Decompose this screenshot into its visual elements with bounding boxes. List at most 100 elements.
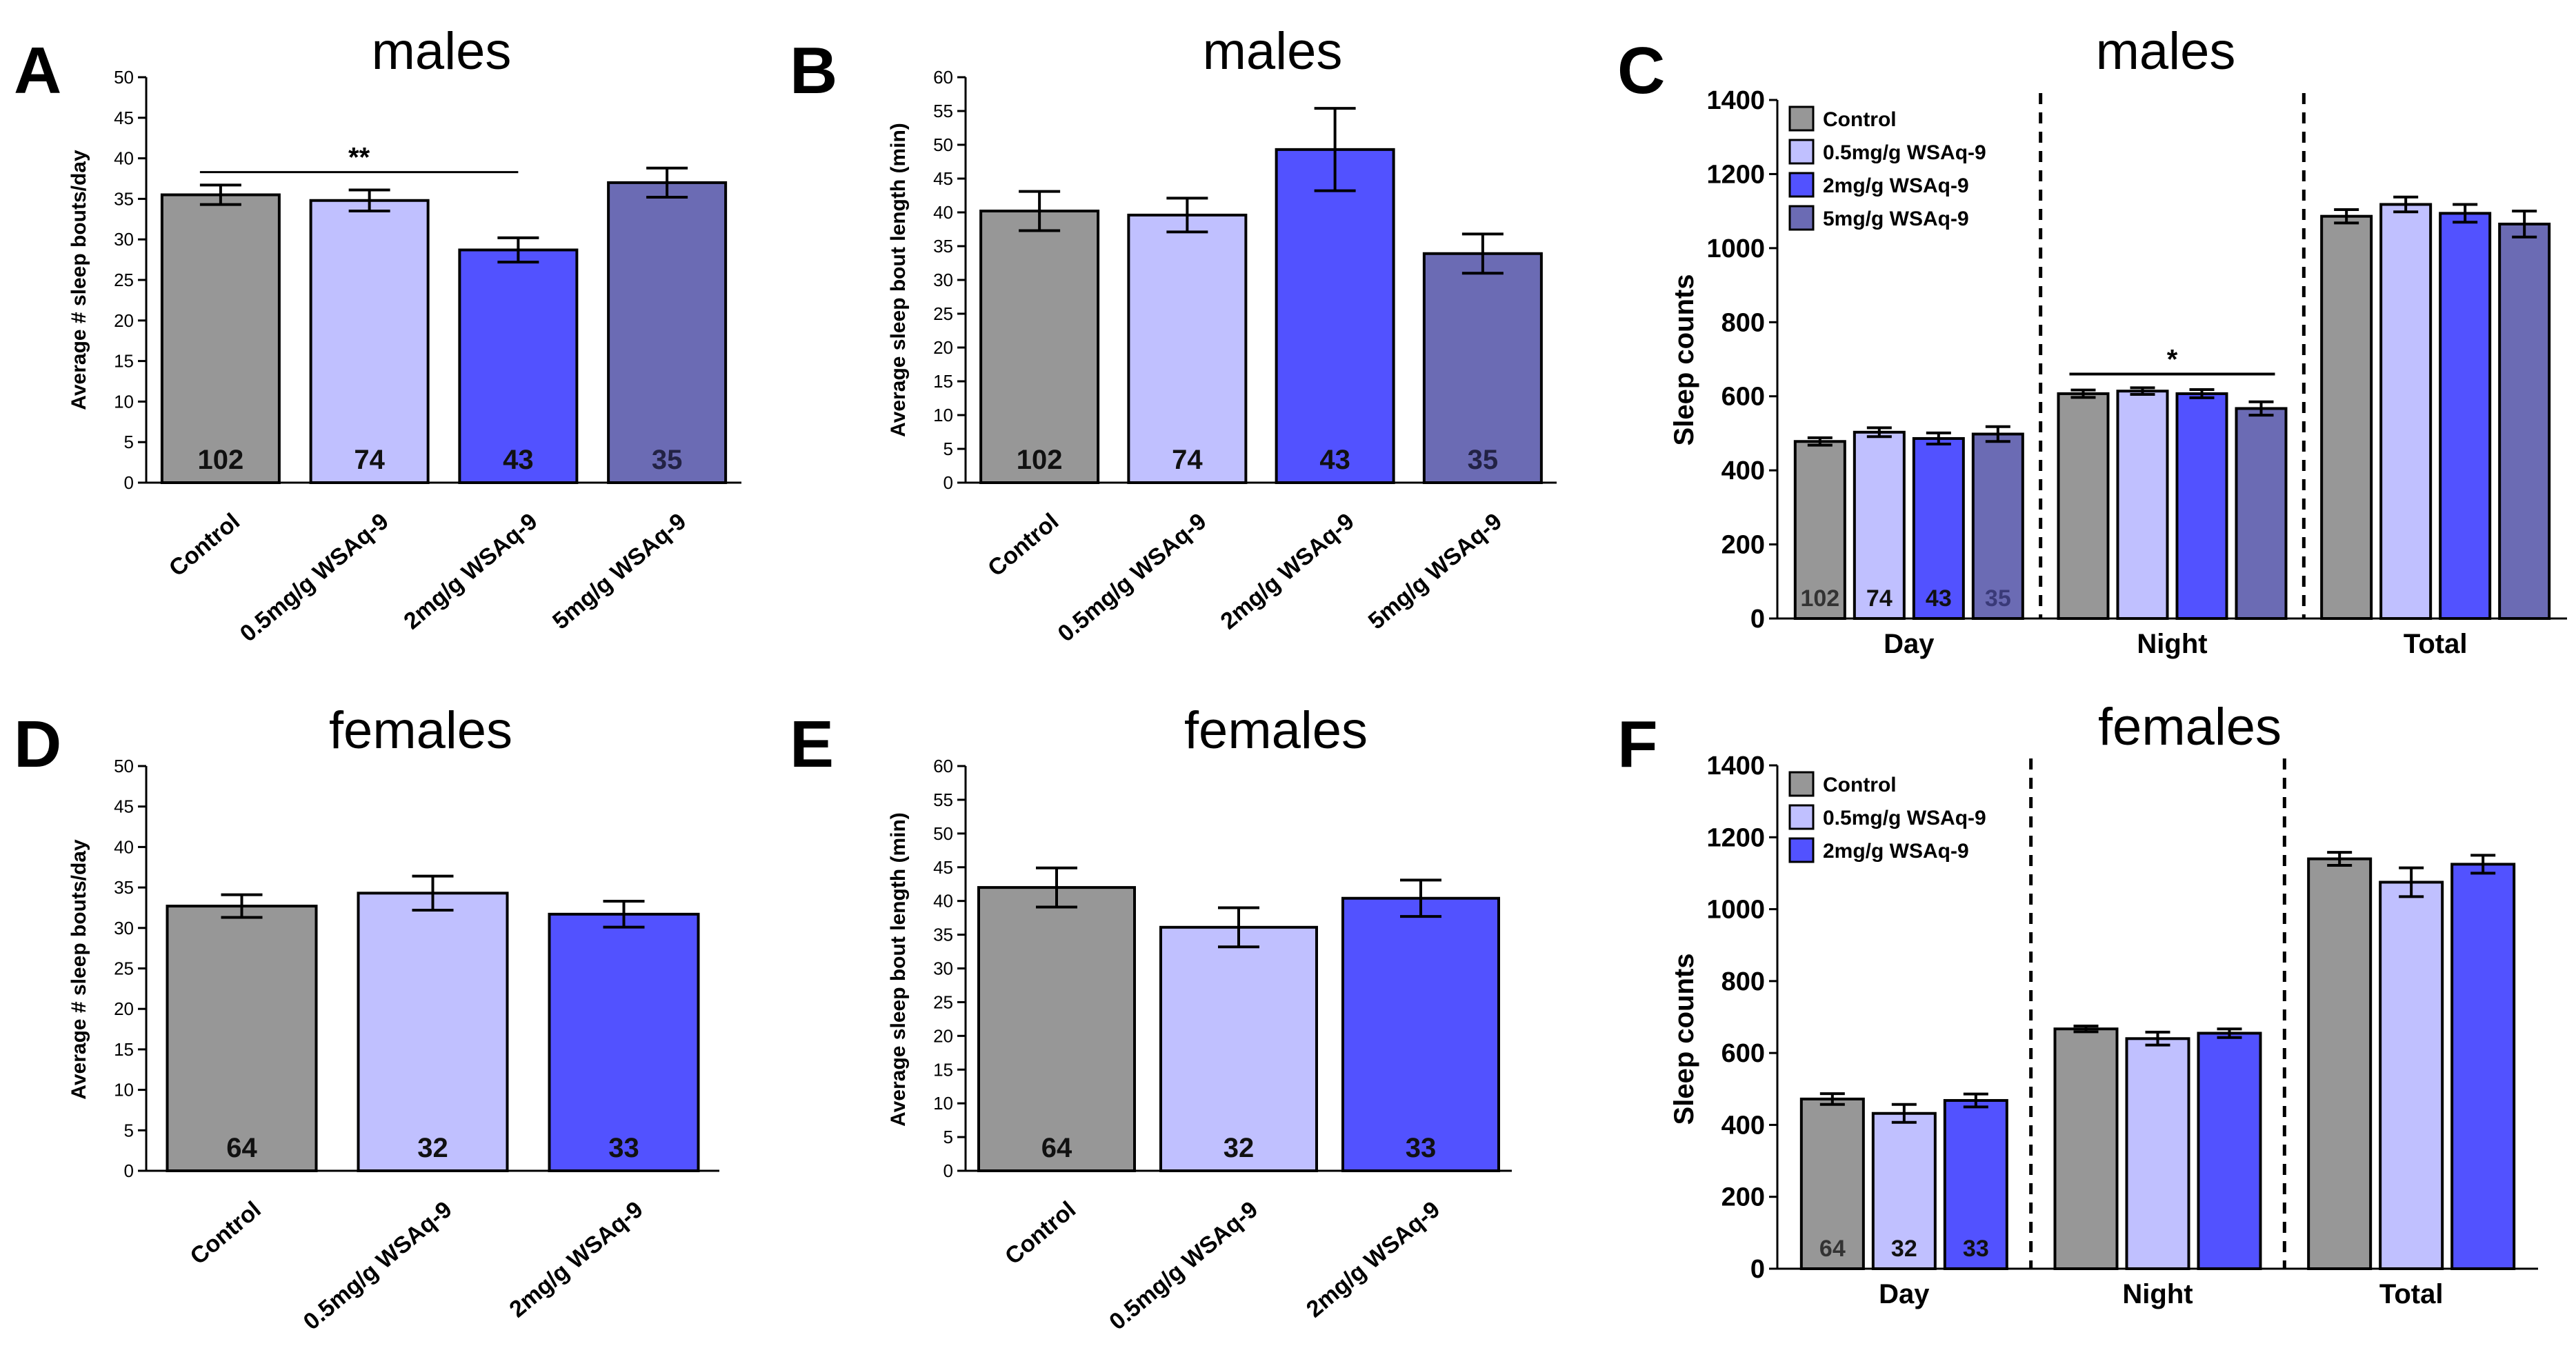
y-tick-label-f: 200 [1721, 1183, 1765, 1212]
x-category-label-d: 2mg/g WSAq-9 [504, 1196, 648, 1322]
bar-f [2307, 857, 2373, 1270]
y-tick-label-d: 45 [114, 796, 134, 817]
y-axis-label-f: Sleep counts [1669, 954, 1699, 1125]
y-tick-label-b: 40 [933, 202, 953, 223]
y-tick-label-c: 800 [1721, 308, 1765, 337]
y-tick-label-d: 10 [114, 1080, 134, 1100]
bar-f [2379, 881, 2444, 1270]
x-group-label-f: Total [2379, 1279, 2444, 1309]
y-tick-label-a: 30 [114, 229, 134, 250]
y-tick-label-a: 0 [124, 472, 134, 493]
x-group-label-c: Day [1884, 629, 1935, 659]
n-label-c: 102 [1800, 585, 1839, 612]
panel-title-d: females [329, 701, 512, 760]
y-tick-label-d: 25 [114, 958, 134, 979]
significance-mark-c: * [2167, 344, 2178, 374]
x-category-label-e: 2mg/g WSAq-9 [1301, 1196, 1445, 1322]
y-tick-label-a: 45 [114, 108, 134, 128]
y-tick-label-d: 0 [124, 1160, 134, 1181]
y-tick-label-b: 0 [943, 472, 953, 493]
panel-f: F females Sleep counts 64 32 33 Day Night Tot… [1617, 698, 2538, 1309]
bar-f [1871, 1112, 1937, 1270]
legend-label-f: 0.5mg/g WSAq-9 [1823, 807, 1986, 829]
y-tick-label-e: 50 [933, 823, 953, 844]
bar-b [1422, 252, 1543, 484]
panel-letter-b: B [790, 34, 837, 108]
n-label-a: 74 [354, 445, 385, 475]
bar-e [1341, 896, 1500, 1172]
x-category-label-e: 0.5mg/g WSAq-9 [1104, 1196, 1263, 1336]
n-label-b: 102 [1017, 445, 1063, 475]
x-category-label-b: Control [983, 508, 1064, 582]
n-label-e: 32 [1224, 1133, 1255, 1163]
y-tick-label-b: 50 [933, 134, 953, 155]
x-group-label-c: Total [2404, 629, 2468, 659]
y-tick-label-e: 40 [933, 891, 953, 912]
y-tick-label-c: 400 [1721, 456, 1765, 485]
legend-label-f: 2mg/g WSAq-9 [1823, 840, 1969, 863]
n-label-d: 32 [417, 1133, 448, 1163]
panel-title-f: females [2098, 698, 2282, 756]
y-tick-label-f: 1200 [1706, 823, 1765, 852]
panel-title-a: males [372, 22, 512, 81]
y-tick-label-d: 15 [114, 1039, 134, 1060]
legend-swatch-f [1788, 837, 1815, 863]
y-axis-label-a: Average # sleep bouts/day [68, 150, 90, 410]
y-tick-label-a: 25 [114, 270, 134, 290]
bar-c [2175, 392, 2228, 620]
legend-label-f: Control [1823, 774, 1897, 796]
n-label-b: 74 [1172, 445, 1203, 475]
y-tick-label-b: 60 [933, 67, 953, 88]
bar-c [1793, 440, 1846, 620]
y-tick-label-d: 50 [114, 756, 134, 776]
panel-letter-d: D [14, 707, 61, 781]
n-label-f: 33 [1963, 1236, 1989, 1262]
panel-letter-f: F [1617, 707, 1658, 781]
y-tick-label-a: 35 [114, 188, 134, 209]
x-category-label-e: Control [1000, 1196, 1081, 1270]
bar-d [357, 892, 509, 1172]
bar-d [166, 905, 318, 1173]
y-tick-label-a: 10 [114, 391, 134, 412]
y-tick-label-c: 1000 [1706, 234, 1765, 263]
bar-e [1159, 925, 1318, 1172]
bar-c [2379, 203, 2433, 620]
y-tick-label-b: 20 [933, 337, 953, 358]
bar-e [977, 886, 1136, 1172]
y-tick-label-a: 20 [114, 310, 134, 331]
bar-c [1853, 430, 1906, 620]
y-axis-label-c: Sleep counts [1669, 274, 1699, 446]
y-axis-label-b: Average sleep bout length (min) [887, 123, 910, 437]
bar-f [2450, 863, 2516, 1270]
x-group-label-f: Day [1879, 1279, 1930, 1309]
panel-title-b: males [1203, 22, 1343, 81]
x-group-label-c: Night [2137, 629, 2207, 659]
x-category-label-d: 0.5mg/g WSAq-9 [299, 1196, 457, 1336]
panel-d: D females Average # sleep bouts/day 64 Co… [14, 701, 719, 1336]
bar-a [607, 181, 728, 484]
legend-swatch-c [1788, 139, 1815, 165]
panel-a: A males Average # sleep bouts/day 102 Con… [14, 22, 741, 647]
n-label-f: 32 [1891, 1236, 1917, 1262]
y-tick-label-a: 50 [114, 67, 134, 88]
bar-b [979, 210, 1100, 484]
panel-letter-e: E [790, 707, 834, 781]
bar-b [1275, 148, 1395, 485]
n-label-d: 33 [608, 1133, 639, 1163]
y-tick-label-c: 1200 [1706, 160, 1765, 189]
bar-f [2197, 1032, 2262, 1270]
bar-b [1127, 213, 1248, 484]
y-tick-label-d: 30 [114, 918, 134, 938]
n-label-b: 35 [1468, 445, 1499, 475]
y-tick-label-e: 55 [933, 789, 953, 810]
n-label-e: 64 [1041, 1133, 1072, 1163]
x-category-label-b: 5mg/g WSAq-9 [1364, 508, 1507, 634]
y-tick-label-e: 20 [933, 1025, 953, 1046]
legend-swatch-c [1788, 105, 1815, 132]
y-tick-label-b: 55 [933, 101, 953, 121]
panel-c: C males Sleep counts 102 74 43 35 Day Night To… [1617, 22, 2567, 659]
bar-a [160, 193, 281, 484]
y-tick-label-a: 5 [124, 432, 134, 452]
y-tick-label-f: 600 [1721, 1039, 1765, 1068]
panel-title-c: males [2096, 22, 2236, 81]
